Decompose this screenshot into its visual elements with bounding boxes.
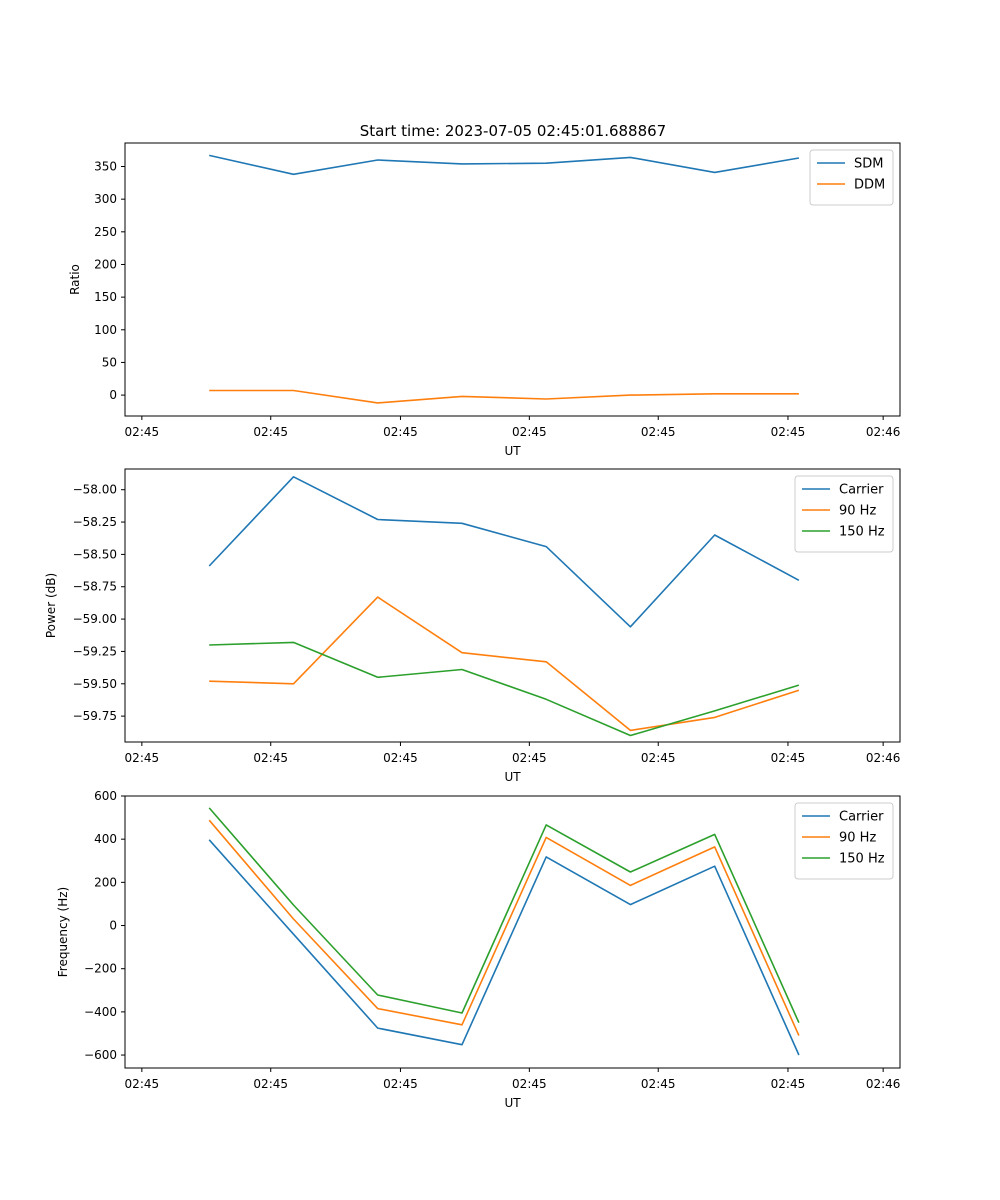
x-tick-label: 02:45 — [771, 1077, 806, 1091]
series-line-90-hz — [208, 819, 800, 1036]
y-tick-label: 50 — [102, 355, 117, 369]
x-tick-label: 02:45 — [253, 1077, 288, 1091]
axes-frame — [124, 795, 901, 1069]
y-tick-label: 250 — [94, 225, 117, 239]
series-line-carrier — [208, 839, 800, 1056]
x-tick-label: 02:46 — [866, 1077, 901, 1091]
legend-entry: 90 Hz — [839, 831, 876, 846]
x-tick-label: 02:45 — [253, 751, 288, 765]
chart-title: Start time: 2023-07-05 02:45:01.688867 — [360, 122, 666, 140]
x-tick-label: 02:45 — [512, 1077, 547, 1091]
x-tick-label: 02:45 — [771, 751, 806, 765]
y-tick-label: −200 — [84, 962, 117, 976]
y-tick-label: 300 — [94, 192, 117, 206]
legend: SDM DDM — [809, 149, 894, 206]
y-axis-label: Ratio — [68, 264, 82, 295]
legend-entry: Carrier — [839, 810, 884, 825]
x-tick-label: 02:46 — [866, 425, 901, 439]
legend-box — [794, 475, 894, 553]
y-tick-label: −58.50 — [73, 547, 117, 561]
x-tick-label: 02:45 — [125, 1077, 160, 1091]
x-tick-label: 02:45 — [641, 1077, 676, 1091]
series-line-ddm — [209, 389, 799, 404]
legend: Carrier 90 Hz 150 Hz — [794, 475, 894, 553]
y-tick-label: −600 — [84, 1048, 117, 1062]
y-tick-label: 200 — [94, 875, 117, 889]
x-tick-label: 02:45 — [512, 751, 547, 765]
series-line-150-hz — [208, 807, 800, 1024]
axes-frame — [124, 468, 901, 743]
subplots: 02:45 02:45 02:45 02:45 02:45 02:45 02:46 0 50 10… — [44, 142, 901, 1110]
y-tick-label: 400 — [94, 832, 117, 846]
legend-entry: 150 Hz — [839, 852, 885, 867]
y-axis-label: Frequency (Hz) — [56, 887, 70, 978]
series-line-carrier — [208, 475, 800, 628]
series-line-150-hz — [209, 641, 800, 737]
y-tick-label: −59.00 — [73, 612, 117, 626]
legend-entry: Carrier — [839, 483, 884, 498]
series-line-sdm — [209, 154, 800, 176]
x-tick-label: 02:45 — [125, 751, 160, 765]
x-axis-label: UT — [504, 770, 521, 784]
x-tick-label: 02:45 — [253, 425, 288, 439]
y-tick-label: 0 — [109, 919, 117, 933]
y-tick-label: 200 — [94, 257, 117, 271]
y-axis-label: Power (dB) — [44, 573, 58, 638]
y-tick-label: −58.00 — [73, 483, 117, 497]
legend-entry: 150 Hz — [839, 525, 885, 540]
power-panel: 02:45 02:45 02:45 02:45 02:45 02:45 02:46 −59.7… — [44, 468, 901, 784]
legend-entry: 90 Hz — [839, 504, 876, 519]
y-tick-label: −59.50 — [73, 677, 117, 691]
x-tick-label: 02:45 — [641, 751, 676, 765]
x-tick-label: 02:45 — [383, 751, 418, 765]
y-tick-label: 350 — [94, 160, 117, 174]
x-axis-label: UT — [504, 444, 521, 458]
y-tick-label: 600 — [94, 789, 117, 803]
x-tick-label: 02:45 — [383, 425, 418, 439]
legend: Carrier 90 Hz 150 Hz — [794, 802, 894, 880]
x-axis-label: UT — [504, 1096, 521, 1110]
y-tick-label: −59.75 — [73, 709, 117, 723]
y-tick-label: −400 — [84, 1005, 117, 1019]
frequency-panel: 02:45 02:45 02:45 02:45 02:45 02:45 02:46 −600 −… — [56, 789, 901, 1110]
x-tick-label: 02:45 — [771, 425, 806, 439]
legend-box — [794, 802, 894, 880]
axes-frame — [124, 142, 901, 417]
series-line-90-hz — [209, 596, 800, 732]
y-tick-label: −58.25 — [73, 515, 117, 529]
x-tick-label: 02:45 — [641, 425, 676, 439]
x-tick-label: 02:45 — [125, 425, 160, 439]
ratio-panel: 02:45 02:45 02:45 02:45 02:45 02:45 02:46 0 50 10… — [68, 142, 901, 458]
x-tick-label: 02:46 — [866, 751, 901, 765]
y-tick-label: −59.25 — [73, 644, 117, 658]
y-tick-label: 150 — [94, 290, 117, 304]
y-tick-label: 0 — [109, 388, 117, 402]
x-tick-label: 02:45 — [512, 425, 547, 439]
legend-entry: DDM — [854, 178, 885, 193]
y-tick-label: −58.75 — [73, 580, 117, 594]
x-tick-label: 02:45 — [383, 1077, 418, 1091]
legend-entry: SDM — [854, 157, 883, 172]
y-tick-label: 100 — [94, 323, 117, 337]
